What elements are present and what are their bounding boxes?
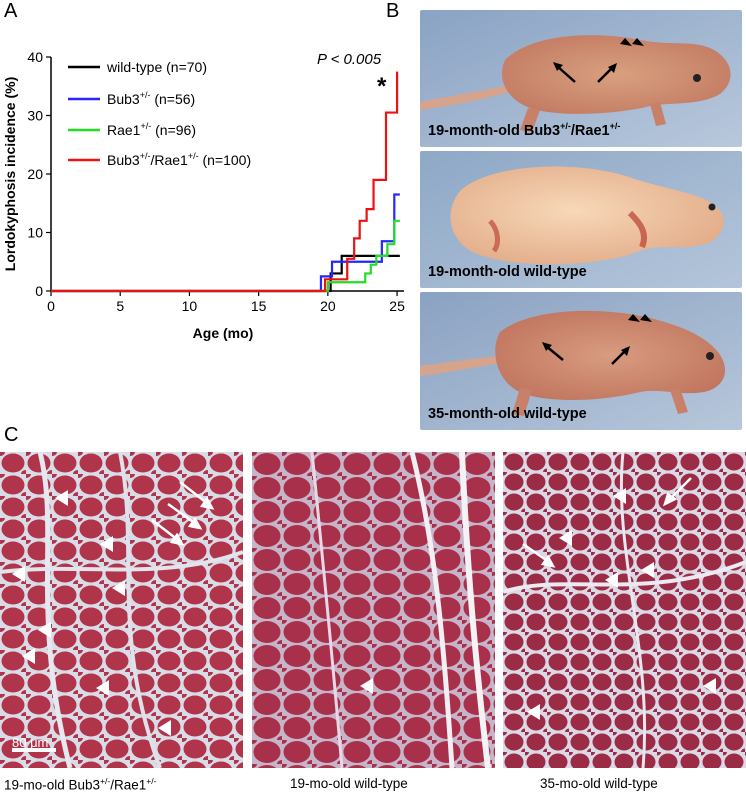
- arrow-markers: [522, 477, 692, 568]
- legend-label-bub3-rae1: Bub3+/-/Rae1+/- (n=100): [107, 151, 251, 168]
- arrowhead-markers: [527, 488, 716, 720]
- x-tick-label: 25: [389, 298, 405, 314]
- scale-bar: [12, 748, 56, 752]
- series-line-3: [51, 219, 400, 293]
- arrow-icon: [556, 65, 576, 83]
- arrow-icon: [545, 345, 564, 361]
- photo-bub3-rae1-mouse: 19-month-old Bub3+/-/Rae1+/-: [420, 10, 742, 147]
- x-tick-label: 0: [47, 298, 55, 314]
- photo-19mo-wild-type-mouse: 19-month-old wild-type: [420, 151, 742, 288]
- double-arrowhead-icon: [628, 314, 640, 322]
- legend-label-rae1: Rae1+/- (n=96): [107, 121, 196, 138]
- mouse-carcass-image-3: [420, 292, 742, 430]
- y-tick-label: 30: [27, 108, 43, 124]
- histology-image-19mo-wild-type: [252, 452, 495, 768]
- x-axis-label: Age (mo): [193, 325, 254, 341]
- arrowhead-markers: [12, 490, 171, 736]
- x-tick-label: 5: [116, 298, 124, 314]
- p-value-annotation: P < 0.005: [317, 51, 382, 68]
- lordokyphosis-chart: 0 5 10 15 20 25 0 10 20 30 40 Lordokyphosis incide…: [2, 49, 405, 341]
- histology-image-bub3-rae1: [0, 452, 243, 768]
- mouse-carcass-image-1: [420, 10, 742, 147]
- legend-label-bub3: Bub3+/- (n=56): [107, 90, 195, 107]
- histology-caption-3: 35-mo-old wild-type: [540, 776, 658, 791]
- photo-caption-3: 35-month-old wild-type: [428, 406, 587, 422]
- chart-ticks: 0 5 10 15 20 25 0 10 20 30 40: [27, 49, 405, 314]
- x-tick-label: 10: [182, 298, 198, 314]
- y-tick-label: 40: [27, 49, 43, 65]
- y-tick-label: 0: [35, 283, 43, 299]
- histology-caption-1: 19-mo-old Bub3+/-/Rae1+/-: [4, 776, 157, 793]
- y-tick-label: 20: [27, 166, 43, 182]
- y-axis-label: Lordokyphosis incidence (%): [2, 77, 18, 271]
- panel-letter-b: B: [386, 0, 400, 22]
- arrowhead-marker: [360, 678, 373, 694]
- panel-letter-a: A: [4, 0, 18, 22]
- series-line-4: [51, 71, 399, 293]
- histology-caption-2: 19-mo-old wild-type: [290, 776, 408, 791]
- x-tick-label: 15: [251, 298, 267, 314]
- chart-legend: wild-type (n=70) Bub3+/- (n=56) Rae1+/- …: [68, 59, 251, 168]
- chart-series: [51, 71, 400, 293]
- photo-caption-2: 19-month-old wild-type: [428, 264, 587, 280]
- photo-caption-1: 19-month-old Bub3+/-/Rae1+/-: [428, 121, 621, 139]
- significance-asterisk: *: [377, 73, 387, 100]
- photo-35mo-wild-type-mouse: 35-month-old wild-type: [420, 292, 742, 430]
- scale-bar-label: 80 μm: [12, 735, 49, 750]
- panel-letter-c: C: [4, 424, 19, 446]
- mouse-carcass-image-2: [420, 151, 742, 288]
- legend-label-wild-type: wild-type (n=70): [106, 59, 207, 75]
- y-tick-label: 10: [27, 225, 43, 241]
- x-tick-label: 20: [320, 298, 336, 314]
- arrow-markers: [151, 481, 215, 546]
- double-arrowhead-icon: [620, 38, 632, 46]
- histology-image-35mo-wild-type: [503, 452, 746, 768]
